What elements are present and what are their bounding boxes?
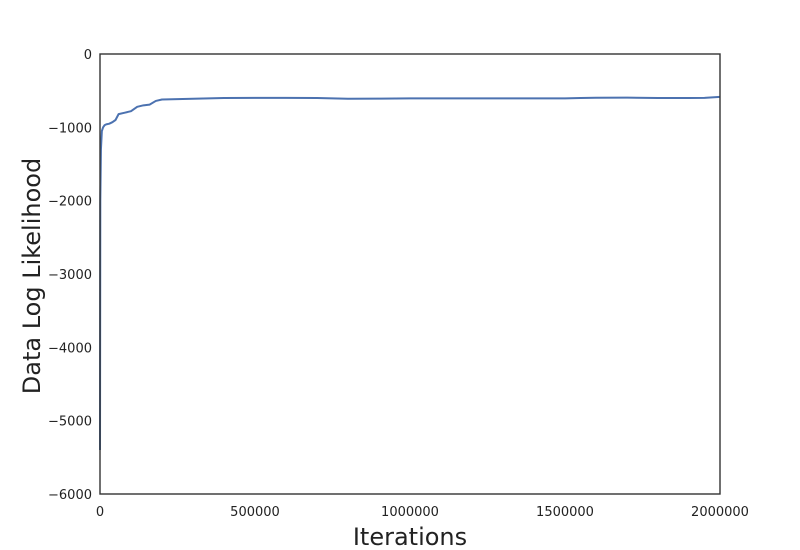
x-tick-label: 1500000	[536, 505, 594, 520]
series-line-0	[99, 95, 721, 451]
x-tick-label: 500000	[230, 505, 280, 520]
y-tick-label: −5000	[48, 415, 92, 430]
y-tick-label: −1000	[48, 121, 92, 136]
y-tick-label: −4000	[48, 341, 92, 356]
plot-area	[100, 54, 720, 494]
y-axis-ticks: 0 −1000 −2000 −3000 −4000 −5000 −6000	[48, 48, 92, 503]
plot-frame	[99, 53, 721, 495]
x-tick-label: 0	[96, 505, 104, 520]
y-tick-label: −2000	[48, 195, 92, 210]
x-tick-label: 2000000	[691, 505, 749, 520]
x-axis-title: Iterations	[353, 523, 467, 550]
x-tick-label: 1000000	[381, 505, 439, 520]
y-tick-label: 0	[84, 48, 92, 63]
y-tick-label: −3000	[48, 268, 92, 283]
y-axis-title: Data Log Likelihood	[18, 158, 46, 394]
x-axis-ticks: 0 500000 1000000 1500000 2000000	[96, 505, 749, 520]
y-tick-label: −6000	[48, 488, 92, 503]
data-layer	[99, 95, 721, 451]
